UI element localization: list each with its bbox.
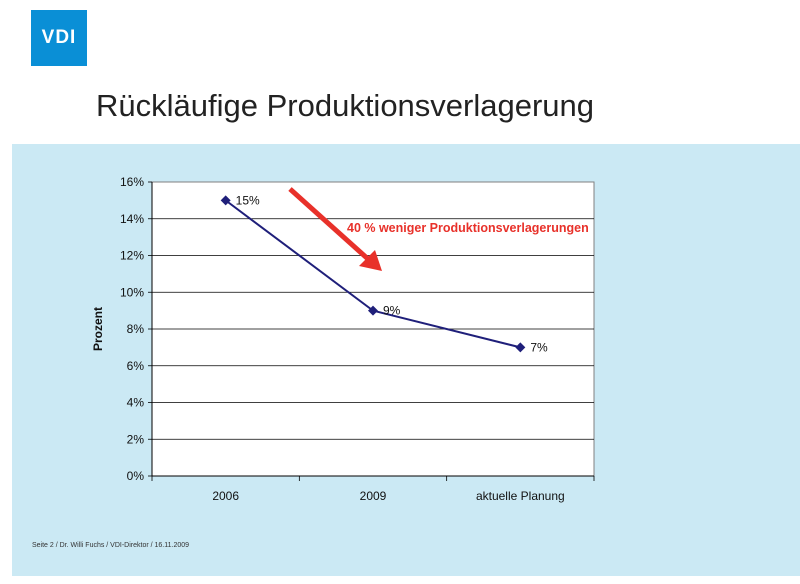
x-tick-label: aktuelle Planung	[476, 489, 565, 503]
data-point	[368, 305, 378, 316]
y-tick-label: 4%	[127, 396, 145, 410]
y-axis: 0% 2% 4% 6% 8% 10% 12% 14% 16%	[120, 175, 153, 483]
data-label: 9%	[383, 304, 401, 318]
annotation-arrow-head	[359, 250, 382, 271]
y-tick-label: 16%	[120, 175, 144, 189]
y-tick-label: 12%	[120, 249, 144, 263]
y-tick-label: 0%	[127, 469, 145, 483]
footer-text: Seite 2 / Dr. Willi Fuchs / VDI-Direktor…	[32, 542, 190, 549]
data-point	[515, 342, 526, 353]
y-tick-label: 6%	[127, 359, 145, 373]
vdi-logo: VDI	[31, 10, 87, 66]
series-group: 15% 9% 7%	[220, 193, 548, 354]
x-tick-label: 2006	[212, 489, 239, 503]
x-axis: 2006 2009 aktuelle Planung	[151, 475, 595, 503]
data-point	[220, 195, 231, 206]
slide-title: Rückläufige Produktionsverlagerung	[96, 88, 595, 123]
data-label: 15%	[236, 193, 260, 207]
y-tick-label: 10%	[120, 285, 144, 299]
y-axis-label: Prozent	[91, 307, 105, 351]
annotation-text: 40 % weniger Produktionsverlagerungen	[347, 221, 589, 235]
y-tick-label: 2%	[127, 432, 145, 446]
logo-text: VDI	[41, 27, 77, 48]
grid-lines	[152, 218, 594, 440]
y-tick-label: 14%	[120, 212, 144, 226]
data-label: 7%	[530, 340, 548, 354]
y-tick-label: 8%	[127, 322, 145, 336]
annotation-group: 40 % weniger Produktionsverlagerungen	[288, 187, 589, 271]
x-tick-label: 2009	[360, 489, 387, 503]
annotation-arrow-shaft	[288, 187, 370, 261]
